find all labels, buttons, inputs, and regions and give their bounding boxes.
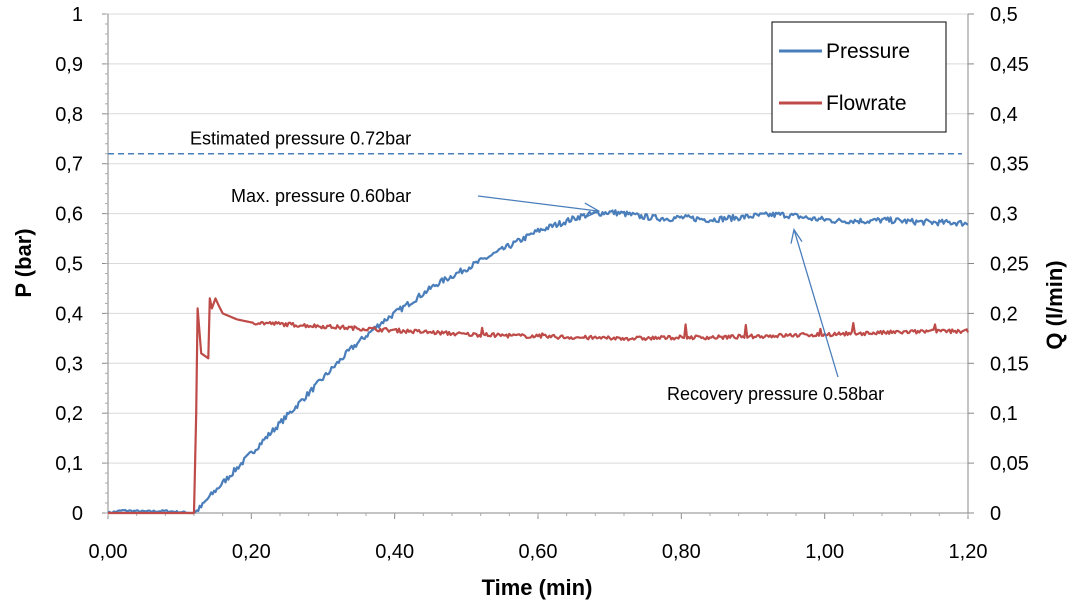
legend: Pressure Flowrate — [771, 21, 947, 133]
x-tick-label: 0,00 — [89, 541, 128, 563]
estimated-pressure-label: Estimated pressure 0.72bar — [190, 129, 411, 149]
y-tick-label: 0,5 — [55, 254, 83, 276]
y-tick-label: 0,4 — [55, 303, 83, 325]
y2-tick-label: 0 — [990, 503, 1001, 525]
x-axis-title: Time (min) — [482, 575, 593, 600]
y-axis-title: P (bar) — [11, 228, 36, 297]
y2-tick-label: 0,15 — [990, 353, 1029, 375]
y2-axis-ticks: 0 0,05 0,1 0,15 0,2 0,25 0,3 0,35 0,4 0,45 0,5 — [968, 4, 1029, 525]
x-tick-label: 1,00 — [805, 541, 844, 563]
max-pressure-arrowhead — [584, 202, 601, 218]
series-line-flowrate — [108, 297, 969, 515]
x-axis-ticks: 0,00 0,20 0,40 0,60 0,80 1,00 1,20 — [89, 513, 988, 563]
y-tick-label: 0 — [72, 503, 83, 525]
y-tick-label: 0,3 — [55, 353, 83, 375]
y2-tick-label: 0,4 — [990, 104, 1018, 126]
y-axis-ticks: 0 0,1 0,2 0,3 0,4 0,5 0,6 0,7 0,8 0,9 1 — [55, 4, 108, 525]
y-tick-label: 0,7 — [55, 154, 83, 176]
series-line-pressure — [107, 209, 969, 515]
gridlines — [108, 13, 968, 464]
x-tick-label: 0,60 — [519, 541, 558, 563]
y-tick-label: 1 — [72, 4, 83, 26]
y2-axis-title: Q (l/min) — [1042, 260, 1067, 349]
legend-label-pressure: Pressure — [826, 40, 910, 63]
x-tick-label: 1,20 — [949, 541, 988, 563]
y-tick-label: 0,9 — [55, 54, 83, 76]
y2-tick-label: 0,35 — [990, 154, 1029, 176]
y2-tick-label: 0,25 — [990, 254, 1029, 276]
legend-label-flowrate: Flowrate — [826, 92, 907, 115]
recovery-pressure-label: Recovery pressure 0.58bar — [667, 384, 884, 404]
legend-box — [771, 21, 947, 133]
y-tick-label: 0,1 — [55, 453, 83, 475]
max-pressure-label: Max. pressure 0.60bar — [231, 186, 411, 206]
x-tick-label: 0,80 — [662, 541, 701, 563]
annotation-layer: Estimated pressure 0.72bar Max. pressure … — [108, 129, 962, 404]
recovery-pressure-arrow — [793, 229, 839, 378]
y2-tick-label: 0,05 — [990, 453, 1029, 475]
y2-tick-label: 0,2 — [990, 303, 1018, 325]
y-tick-label: 0,8 — [55, 104, 83, 126]
x-tick-label: 0,20 — [232, 541, 271, 563]
y-tick-label: 0,6 — [55, 204, 83, 226]
max-pressure-arrow — [477, 195, 599, 212]
y2-tick-label: 0,1 — [990, 403, 1018, 425]
recovery-pressure-arrowhead — [790, 227, 803, 244]
y2-tick-label: 0,3 — [990, 204, 1018, 226]
y2-tick-label: 0,45 — [990, 54, 1029, 76]
x-tick-label: 0,40 — [375, 541, 414, 563]
y2-tick-label: 0,5 — [990, 4, 1018, 26]
y-tick-label: 0,2 — [55, 403, 83, 425]
series-layer — [107, 209, 969, 515]
